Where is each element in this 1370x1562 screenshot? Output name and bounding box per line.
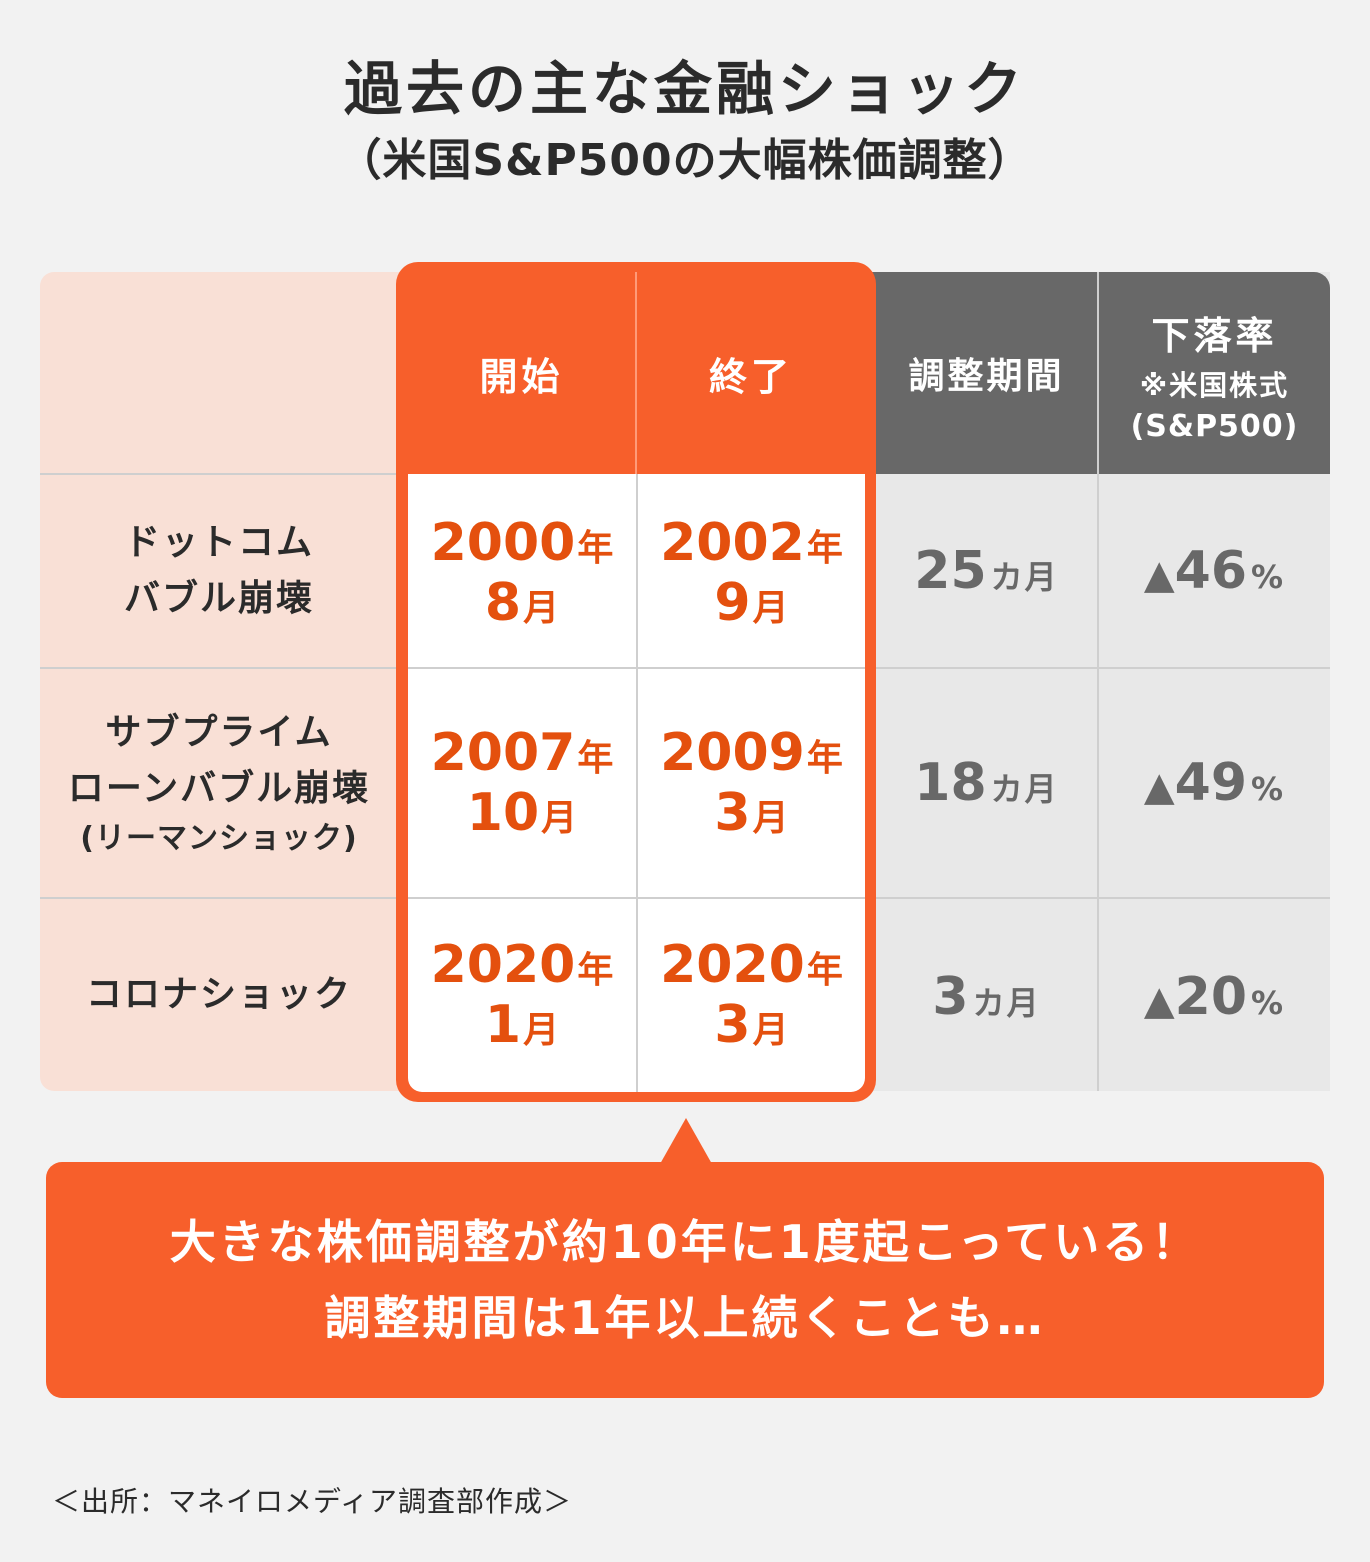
duration-unit: カ月 [990, 770, 1059, 808]
duration-cell: 3 カ月 [876, 899, 1097, 1091]
event-label-dotcom: ドットコム バブル崩壊 [40, 475, 412, 667]
decline-value: 20 [1174, 967, 1248, 1027]
event-label-line: ローンバブル崩壊 [67, 768, 371, 809]
column-divider [1097, 272, 1099, 1091]
year-unit: 年 [577, 528, 614, 569]
year-unit: 年 [806, 528, 843, 569]
event-label-line: コロナショック [85, 974, 352, 1015]
duration-value: 25 [914, 541, 987, 601]
start-year: 2000 [430, 513, 576, 573]
row-divider [40, 897, 412, 899]
month-unit: 月 [541, 798, 578, 839]
header-divider [635, 272, 637, 474]
end-month: 3 [714, 783, 751, 843]
row-divider [408, 897, 865, 899]
month-unit: 月 [752, 1010, 789, 1051]
end-month: 9 [714, 573, 751, 633]
start-month: 10 [466, 783, 540, 843]
start-date-cell: 2007 年 10 月 [408, 669, 636, 897]
month-unit: 月 [523, 1010, 560, 1051]
event-label-line: バブル崩壊 [123, 578, 314, 619]
down-triangle-icon: ▲ [1143, 764, 1175, 810]
start-year: 2007 [430, 723, 576, 783]
event-label-line: ドットコム [123, 522, 314, 563]
title-sub: （米国S&P500の大幅株価調整） [337, 135, 1033, 186]
header-decline-index: (S&P500) [1130, 409, 1299, 444]
year-unit: 年 [806, 950, 843, 991]
header-decline-label: 下落率 [1151, 314, 1278, 358]
end-year: 2009 [660, 723, 805, 783]
end-month: 3 [714, 995, 751, 1055]
percent-unit: % [1251, 984, 1286, 1022]
header-end-label: 終了 [708, 354, 793, 399]
start-month: 8 [484, 573, 522, 633]
row-divider [40, 667, 412, 669]
end-year: 2020 [660, 935, 805, 995]
header-duration-label: 調整期間 [908, 356, 1065, 397]
event-label-column [40, 272, 412, 1091]
row-divider [408, 667, 865, 669]
down-triangle-icon: ▲ [1143, 978, 1175, 1024]
row-divider [40, 473, 412, 475]
decline-cell: ▲ 20 % [1099, 899, 1330, 1091]
duration-unit: カ月 [972, 984, 1041, 1022]
end-year: 2002 [660, 513, 805, 573]
start-year: 2020 [430, 935, 576, 995]
down-triangle-icon: ▲ [1143, 552, 1175, 598]
decline-cell: ▲ 49 % [1099, 669, 1330, 897]
percent-unit: % [1251, 558, 1286, 596]
start-month: 1 [484, 995, 522, 1055]
duration-value: 18 [914, 753, 987, 813]
decline-value: 46 [1174, 541, 1248, 601]
duration-cell: 25 カ月 [876, 475, 1097, 667]
decline-cell: ▲ 46 % [1099, 475, 1330, 667]
callout-line: 大きな株価調整が約10年に1度起こっている！ [169, 1215, 1201, 1269]
event-label-corona: コロナショック [40, 899, 412, 1091]
source-note: ＜出所：マネイロメディア調査部作成＞ [52, 1485, 573, 1518]
header-decline-note: ※米国株式 [1139, 369, 1290, 402]
header-duration: 調整期間 [876, 272, 1097, 474]
event-label-note: (リーマンショック) [80, 821, 358, 856]
header-start-label: 開始 [479, 354, 564, 399]
year-unit: 年 [806, 738, 843, 779]
summary-callout: 大きな株価調整が約10年に1度起こっている！ 調整期間は1年以上続くことも… [46, 1162, 1324, 1398]
duration-cell: 18 カ月 [876, 669, 1097, 897]
stats-header [870, 272, 1330, 474]
year-unit: 年 [577, 950, 614, 991]
row-divider [870, 667, 1330, 669]
column-divider [636, 474, 638, 1092]
header-start: 開始 [408, 272, 635, 474]
row-divider [870, 897, 1330, 899]
year-unit: 年 [577, 738, 614, 779]
duration-unit: カ月 [990, 558, 1059, 596]
month-unit: 月 [752, 798, 789, 839]
percent-unit: % [1251, 770, 1286, 808]
callout-pointer [660, 1118, 712, 1164]
decline-value: 49 [1174, 753, 1248, 813]
callout-line: 調整期間は1年以上続くことも… [324, 1291, 1046, 1345]
month-unit: 月 [752, 588, 789, 629]
infographic-title: 過去の主な金融ショック （米国S&P500の大幅株価調整） [0, 50, 1370, 194]
header-decline: 下落率 ※米国株式 (S&P500) [1099, 280, 1330, 474]
event-label-subprime: サブプライム ローンバブル崩壊 (リーマンショック) [40, 669, 412, 897]
header-end: 終了 [637, 272, 865, 474]
event-label-line: サブプライム [105, 712, 333, 753]
title-main: 過去の主な金融ショック [343, 55, 1026, 123]
duration-value: 3 [932, 967, 969, 1027]
month-unit: 月 [523, 588, 560, 629]
